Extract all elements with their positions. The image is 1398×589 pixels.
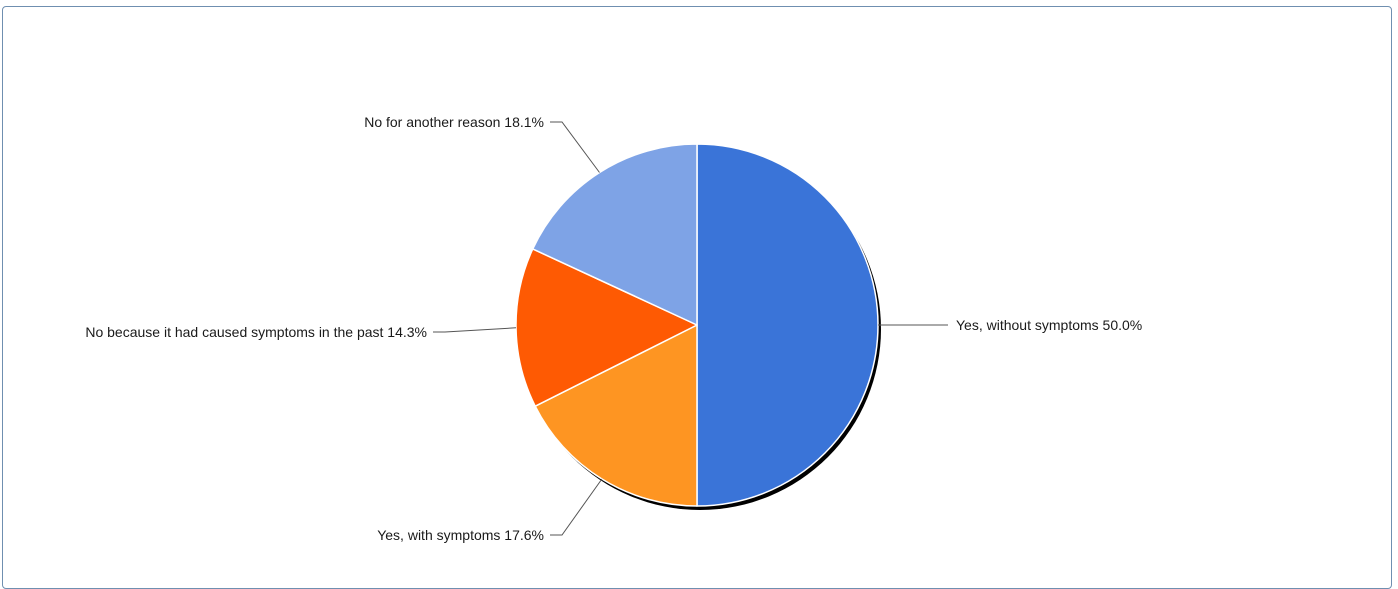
callout-lines	[433, 121, 948, 536]
slice-label-yes-with-symptoms: Yes, with symptoms 17.6%	[377, 527, 544, 543]
slice-label-no-because-it-had-caused-symptoms-in-the-past: No because it had caused symptoms in the…	[85, 324, 427, 340]
pie-slice-no-because-it-had-caused-symptoms-in-the-past[interactable]	[515, 248, 698, 407]
slice-labels: Yes, without symptoms 50.0% Yes, with sym…	[85, 114, 1142, 543]
callout-line-no-because-it-had-caused-symptoms-in-the-past	[433, 327, 517, 333]
pie-slice-yes-without-symptoms[interactable]	[696, 143, 879, 507]
pie-slice-no-for-another-reason[interactable]	[532, 143, 698, 326]
callout-line-yes-with-symptoms	[550, 478, 603, 536]
slice-label-yes-without-symptoms: Yes, without symptoms 50.0%	[956, 317, 1142, 333]
callout-line-no-for-another-reason	[550, 121, 600, 173]
pie-slices	[515, 143, 879, 507]
slice-label-no-for-another-reason: No for another reason 18.1%	[364, 114, 544, 130]
